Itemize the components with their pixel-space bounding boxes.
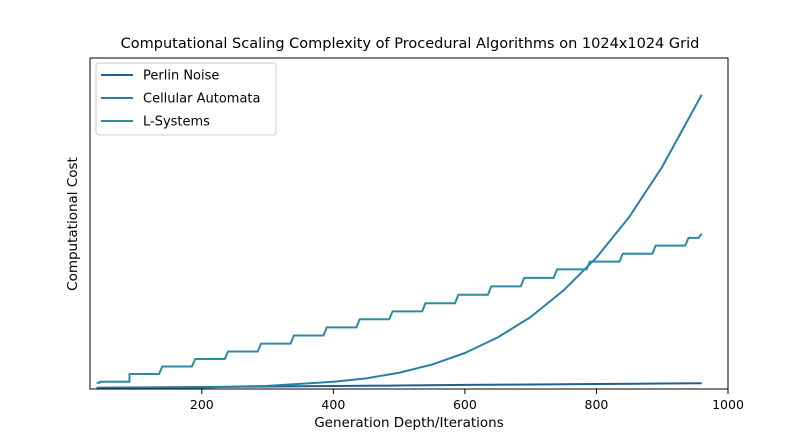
- x-tick-label: 1000: [712, 397, 744, 412]
- x-axis: 200 400 600 800 1000: [190, 389, 744, 412]
- plot-frame: [89, 57, 729, 390]
- legend-label: Cellular Automata: [143, 92, 260, 107]
- x-tick-label: 600: [453, 397, 477, 412]
- legend-box: [95, 62, 277, 136]
- legend: Perlin Noise Cellular Automata L-Systems: [95, 62, 277, 136]
- y-axis-label: Computational Cost: [65, 157, 81, 291]
- legend-label: L-Systems: [143, 115, 210, 130]
- x-tick-label: 400: [321, 397, 345, 412]
- series-line-l-systems: [96, 233, 703, 384]
- x-tick-label: 200: [190, 397, 214, 412]
- x-tick-label: 800: [585, 397, 609, 412]
- series-line-cellular-automata: [96, 94, 703, 390]
- plot-area: [96, 94, 703, 390]
- chart-title: Computational Scaling Complexity of Proc…: [121, 36, 700, 52]
- legend-label: Perlin Noise: [143, 69, 219, 84]
- x-axis-label: Generation Depth/Iterations: [314, 415, 504, 431]
